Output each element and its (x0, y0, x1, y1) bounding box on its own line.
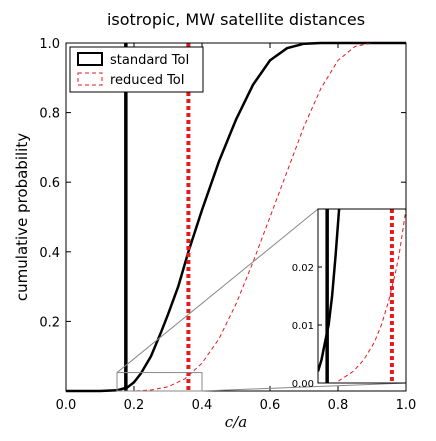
inset-y-tick-label: 0.00 (292, 379, 314, 390)
series-line-standard (66, 41, 406, 393)
inset-plot: 0.00 0.01 0.02 (292, 208, 407, 390)
x-tick-label: 1.0 (396, 398, 417, 413)
chart-title: isotropic, MW satellite distances (107, 10, 365, 29)
inset-y-tick-label: 0.01 (292, 321, 314, 332)
y-tick-label: 0.2 (39, 315, 60, 330)
y-tick-label: 0.8 (39, 107, 60, 122)
legend-label-standard: standard ToI (110, 53, 189, 68)
y-tick-label: 0.4 (39, 246, 60, 261)
series-line-reduced (66, 42, 406, 392)
zoom-box (116, 372, 203, 392)
inset-series-line-reduced (318, 209, 406, 383)
legend: standard ToI reduced ToI (69, 46, 204, 93)
legend-swatch-standard (77, 52, 103, 66)
zoom-connector-top (116, 208, 319, 373)
x-tick-label: 0.4 (192, 398, 213, 413)
zoom-connector-bottom (201, 382, 407, 392)
legend-swatch-reduced (77, 72, 103, 86)
y-axis-label: cumulative probability (13, 133, 31, 301)
main-plot: 0.0 0.2 0.4 0.6 0.8 1.0 0.2 0.4 0.6 0.8 1.0 (39, 37, 416, 413)
inset-clipped-group (318, 209, 406, 383)
x-tick-label: 0.0 (56, 398, 77, 413)
y-tick-label: 1.0 (39, 37, 60, 52)
legend-label-reduced: reduced ToI (110, 73, 185, 88)
inset-y-tick-label: 0.02 (292, 263, 314, 274)
inset-frame (317, 208, 407, 384)
x-tick-label: 0.8 (328, 398, 349, 413)
x-tick-label: 0.6 (260, 398, 281, 413)
x-axis-label: c/a (225, 413, 247, 431)
x-tick-label: 0.2 (124, 398, 145, 413)
y-tick-label: 0.6 (39, 176, 60, 191)
